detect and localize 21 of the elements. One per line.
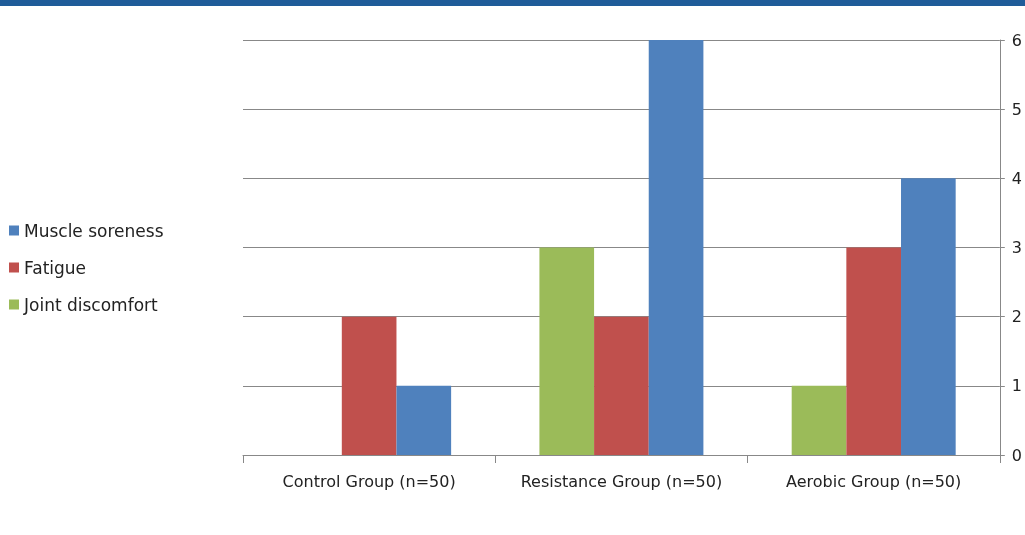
legend-label: Fatigue <box>24 257 87 278</box>
y-tick-label: 1 <box>1011 376 1023 396</box>
y-tick-label: 5 <box>1011 99 1023 119</box>
y-tick-label: 2 <box>1011 307 1023 327</box>
bar <box>539 247 595 455</box>
x-tick-label: Aerobic Group (n=50) <box>786 471 962 491</box>
legend-label: Joint discomfort <box>23 294 159 315</box>
bar <box>648 40 704 455</box>
legend-label: Muscle soreness <box>24 220 164 241</box>
y-tick-label: 6 <box>1011 30 1023 50</box>
bar <box>341 316 397 455</box>
bar <box>846 247 902 455</box>
x-tick-label: Resistance Group (n=50) <box>520 471 723 491</box>
y-tick-label: 0 <box>1011 445 1023 465</box>
y-tick-label: 4 <box>1011 168 1023 188</box>
bar <box>791 385 847 455</box>
bar <box>396 385 452 455</box>
bar <box>594 316 649 455</box>
x-tick-label: Control Group (n=50) <box>282 471 456 491</box>
y-tick-label: 3 <box>1011 238 1023 257</box>
bar <box>901 178 956 455</box>
